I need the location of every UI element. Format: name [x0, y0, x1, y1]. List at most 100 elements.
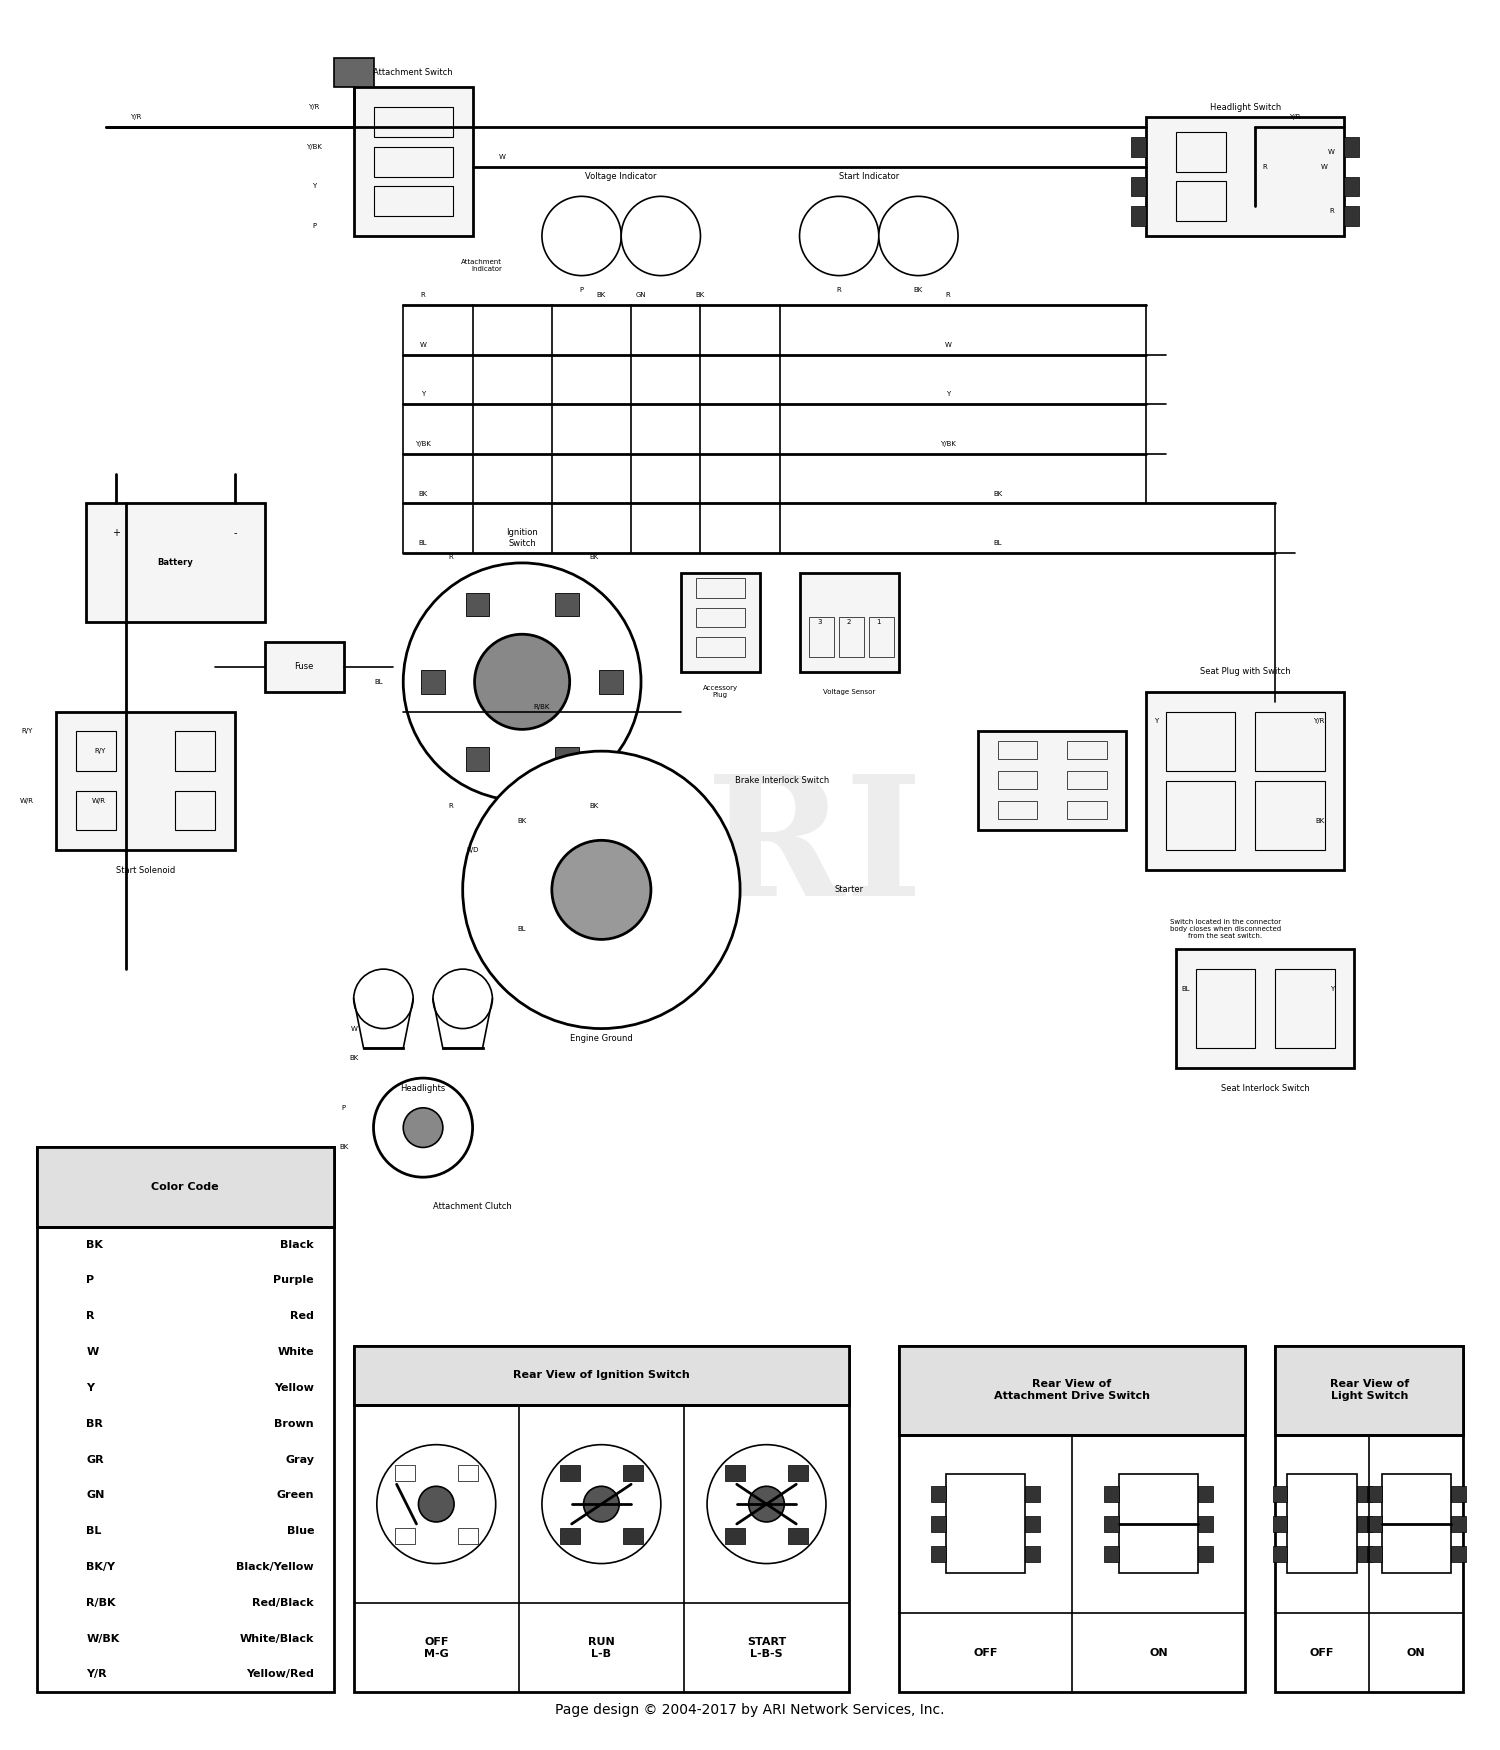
Bar [1104, 1545, 1119, 1561]
Text: R/D: R/D [466, 847, 478, 854]
Bar [681, 572, 760, 672]
Bar [998, 742, 1038, 760]
Bar [1256, 712, 1324, 772]
Circle shape [376, 1446, 495, 1563]
Bar [560, 1465, 580, 1480]
Text: Start Solenoid: Start Solenoid [116, 866, 176, 875]
Text: W: W [351, 1026, 357, 1031]
Text: Y/R: Y/R [1288, 114, 1300, 121]
Bar [724, 1528, 746, 1544]
Bar [696, 637, 746, 656]
Bar [86, 504, 264, 623]
Text: R: R [837, 287, 842, 294]
Text: Brake Interlock Switch: Brake Interlock Switch [735, 777, 830, 786]
Bar [1166, 780, 1236, 850]
Text: Headlight Switch: Headlight Switch [1209, 103, 1281, 112]
Text: ARI: ARI [578, 770, 922, 931]
Text: Voltage Sensor: Voltage Sensor [824, 690, 874, 695]
Text: P: P [312, 222, 316, 229]
Text: Y: Y [312, 184, 316, 189]
Bar [1024, 1545, 1039, 1561]
Bar [76, 791, 116, 831]
Bar [1146, 691, 1344, 870]
Text: BL: BL [86, 1526, 102, 1536]
Text: Red: Red [290, 1311, 314, 1321]
Text: P: P [579, 287, 584, 294]
Circle shape [542, 196, 621, 275]
Text: Headlights: Headlights [400, 1083, 445, 1092]
Bar [1275, 970, 1335, 1048]
Text: Seat Plug with Switch: Seat Plug with Switch [1200, 667, 1290, 677]
Text: Y: Y [946, 392, 951, 397]
Text: White: White [278, 1348, 314, 1356]
Text: Start Indicator: Start Indicator [839, 172, 898, 180]
Bar [1024, 1486, 1039, 1502]
Bar [600, 670, 622, 693]
Bar [374, 147, 453, 177]
Bar [465, 747, 489, 772]
Text: Ignition
Switch: Ignition Switch [507, 528, 538, 548]
Bar [998, 772, 1038, 789]
Bar [176, 791, 214, 831]
Text: Fuse: Fuse [294, 663, 314, 672]
Text: R/Y: R/Y [94, 749, 106, 754]
Text: P: P [342, 1104, 346, 1111]
Text: Seat Interlock Switch: Seat Interlock Switch [1221, 1083, 1310, 1092]
Bar [354, 1346, 849, 1692]
Text: Y/R: Y/R [1314, 719, 1324, 724]
Text: Attachment Switch: Attachment Switch [374, 68, 453, 77]
Text: BK: BK [1316, 817, 1324, 824]
Text: BK: BK [696, 292, 705, 299]
Circle shape [404, 564, 640, 802]
Bar [1256, 780, 1324, 850]
Text: Attachment Clutch: Attachment Clutch [433, 1202, 512, 1211]
Text: Y/R: Y/R [86, 1670, 106, 1680]
Text: GR: GR [86, 1454, 104, 1465]
Text: OFF
M-G: OFF M-G [424, 1636, 448, 1659]
Text: Rear View of Ignition Switch: Rear View of Ignition Switch [513, 1370, 690, 1381]
Circle shape [621, 196, 701, 275]
Circle shape [462, 751, 740, 1029]
Circle shape [404, 1108, 442, 1148]
Text: R: R [448, 555, 453, 560]
Text: BK: BK [590, 555, 598, 560]
Text: +: + [112, 528, 120, 539]
Text: W: W [945, 341, 951, 348]
Text: Y: Y [86, 1382, 94, 1393]
Text: R/BK: R/BK [534, 704, 550, 709]
Bar [1272, 1486, 1287, 1502]
Text: BR: BR [86, 1419, 104, 1428]
Bar [810, 618, 834, 656]
Bar [1450, 1545, 1466, 1561]
Text: BK: BK [350, 1055, 358, 1060]
Bar [1198, 1516, 1214, 1531]
Text: R: R [1263, 163, 1268, 170]
Text: Green: Green [276, 1491, 314, 1500]
Bar [1198, 1545, 1214, 1561]
Text: ON: ON [1407, 1648, 1425, 1657]
Text: 3: 3 [818, 620, 822, 625]
Text: Y: Y [422, 392, 424, 397]
Text: Y/R: Y/R [130, 114, 141, 121]
Text: Switch located in the connector
body closes when disconnected
from the seat swit: Switch located in the connector body clo… [1170, 919, 1281, 940]
Text: BK: BK [590, 803, 598, 808]
Bar [932, 1516, 945, 1531]
Text: BK: BK [86, 1239, 104, 1250]
Text: ON: ON [1149, 1648, 1168, 1657]
Bar [1146, 117, 1344, 236]
Text: W/R: W/R [92, 798, 106, 803]
Text: R: R [1330, 208, 1335, 214]
Bar [465, 593, 489, 616]
Bar [394, 1528, 414, 1544]
Text: GN: GN [86, 1491, 105, 1500]
Bar [1450, 1516, 1466, 1531]
Bar [1344, 206, 1359, 226]
Text: Black: Black [280, 1239, 314, 1250]
Bar [36, 1148, 334, 1692]
Bar [458, 1528, 477, 1544]
Text: W: W [86, 1348, 99, 1356]
Text: Yellow: Yellow [274, 1382, 314, 1393]
Circle shape [374, 1078, 472, 1178]
Text: BL: BL [374, 679, 382, 684]
Text: BK: BK [518, 817, 526, 824]
